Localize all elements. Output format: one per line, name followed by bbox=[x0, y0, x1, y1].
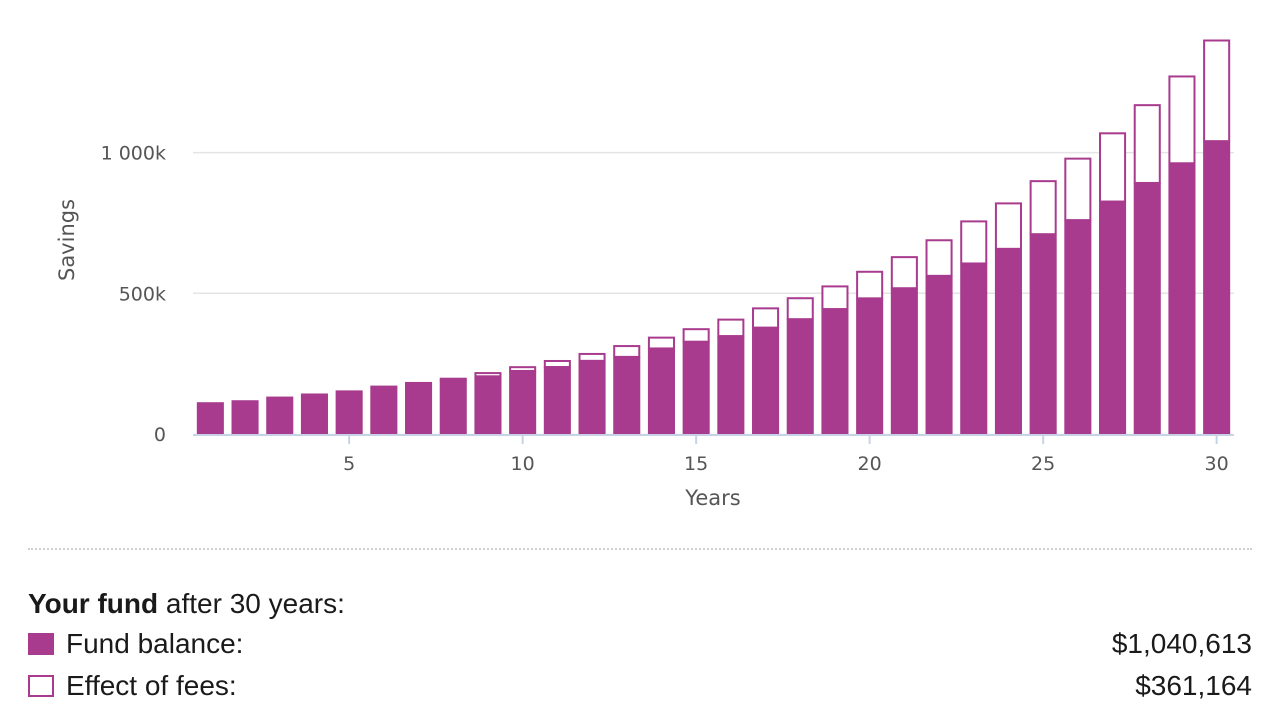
x-tick-label: 25 bbox=[1031, 453, 1055, 475]
bar-effect-of-fees bbox=[1133, 104, 1161, 184]
y-tick-label: 500k bbox=[119, 283, 166, 305]
bar-fund-balance bbox=[543, 367, 571, 434]
bar-fund-balance bbox=[786, 319, 814, 434]
bar-effect-of-fees bbox=[890, 256, 918, 290]
bar-fund-balance bbox=[370, 385, 398, 434]
bar-fund-balance bbox=[1029, 234, 1057, 434]
bar-effect-of-fees bbox=[509, 366, 537, 372]
x-tick-label: 10 bbox=[511, 453, 535, 475]
bar-effect-of-fees bbox=[1064, 157, 1092, 222]
bar-fund-balance bbox=[960, 263, 988, 434]
bar-effect-of-fees bbox=[1029, 180, 1057, 236]
bar-fund-balance bbox=[890, 288, 918, 434]
bar-fund-balance bbox=[994, 248, 1022, 434]
effect-of-fees-swatch bbox=[28, 675, 54, 697]
bars bbox=[196, 39, 1231, 434]
bar-effect-of-fees bbox=[856, 270, 884, 300]
bar-effect-of-fees bbox=[647, 336, 675, 350]
effect-of-fees-label: Effect of fees: bbox=[66, 670, 237, 701]
bar-effect-of-fees bbox=[821, 285, 849, 311]
bar-effect-of-fees bbox=[925, 239, 953, 277]
bar-effect-of-fees bbox=[439, 377, 467, 382]
x-tick-label: 20 bbox=[858, 453, 882, 475]
fund-balance-row: Fund balance: $1,040,613 bbox=[28, 624, 1252, 664]
summary-heading: Your fund after 30 years: bbox=[28, 584, 1252, 624]
summary-title-rest: after 30 years: bbox=[158, 588, 345, 619]
fund-balance-label: Fund balance: bbox=[66, 628, 244, 659]
bar-fund-balance bbox=[335, 390, 363, 434]
bar-fund-balance bbox=[300, 393, 328, 434]
bar-fund-balance bbox=[578, 360, 606, 434]
effect-of-fees-value: $361,164 bbox=[1135, 670, 1252, 701]
bar-fund-balance bbox=[266, 396, 294, 434]
bar-fund-balance bbox=[474, 376, 502, 434]
fund-balance-value: $1,040,613 bbox=[1111, 628, 1252, 659]
bar-effect-of-fees bbox=[960, 220, 988, 265]
bar-fund-balance bbox=[752, 327, 780, 434]
bar-effect-of-fees bbox=[752, 307, 780, 329]
savings-chart: 0 500k 1 000k 5 10 15 20 25 30 Savings Years bbox=[55, 39, 1234, 510]
x-axis-title: Years bbox=[684, 486, 740, 510]
bar-fund-balance bbox=[682, 341, 710, 434]
bar-effect-of-fees bbox=[405, 381, 433, 386]
y-tick-label: 0 bbox=[154, 424, 166, 446]
bar-fund-balance bbox=[647, 348, 675, 434]
bar-fund-balance bbox=[717, 336, 745, 434]
bar-fund-balance bbox=[509, 370, 537, 434]
bar-fund-balance bbox=[231, 400, 259, 434]
x-tick-label: 30 bbox=[1205, 453, 1229, 475]
bar-effect-of-fees bbox=[543, 359, 571, 369]
x-tick-label: 5 bbox=[343, 453, 355, 475]
bar-fund-balance bbox=[405, 384, 433, 434]
bar-fund-balance bbox=[196, 402, 224, 434]
bar-effect-of-fees bbox=[474, 372, 502, 378]
y-tick-label: 1 000k bbox=[101, 143, 166, 165]
bar-effect-of-fees bbox=[1168, 75, 1196, 165]
bar-effect-of-fees bbox=[1099, 132, 1127, 203]
bar-effect-of-fees bbox=[717, 318, 745, 338]
bar-fund-balance bbox=[1099, 201, 1127, 434]
bar-fund-balance bbox=[1064, 220, 1092, 434]
divider bbox=[28, 548, 1252, 550]
axes: 0 500k 1 000k 5 10 15 20 25 30 bbox=[101, 143, 1234, 475]
x-tick-label: 15 bbox=[684, 453, 708, 475]
fund-balance-swatch bbox=[28, 633, 54, 655]
effect-of-fees-row: Effect of fees: $361,164 bbox=[28, 666, 1252, 706]
bar-fund-balance bbox=[925, 275, 953, 434]
bar-effect-of-fees bbox=[1203, 39, 1231, 143]
bar-fund-balance bbox=[1203, 141, 1231, 434]
bar-effect-of-fees bbox=[682, 328, 710, 343]
bar-effect-of-fees bbox=[613, 345, 641, 358]
summary-title-bold: Your fund bbox=[28, 588, 159, 619]
bar-effect-of-fees bbox=[786, 297, 814, 321]
bar-fund-balance bbox=[613, 356, 641, 434]
bar-effect-of-fees bbox=[578, 352, 606, 362]
bar-fund-balance bbox=[821, 309, 849, 434]
bar-effect-of-fees bbox=[994, 202, 1022, 250]
grid-lines bbox=[193, 151, 1234, 295]
bar-fund-balance bbox=[1133, 182, 1161, 434]
bar-fund-balance bbox=[439, 380, 467, 434]
bar-fund-balance bbox=[1168, 163, 1196, 434]
bar-fund-balance bbox=[856, 298, 884, 434]
y-axis-title: Savings bbox=[55, 199, 79, 281]
